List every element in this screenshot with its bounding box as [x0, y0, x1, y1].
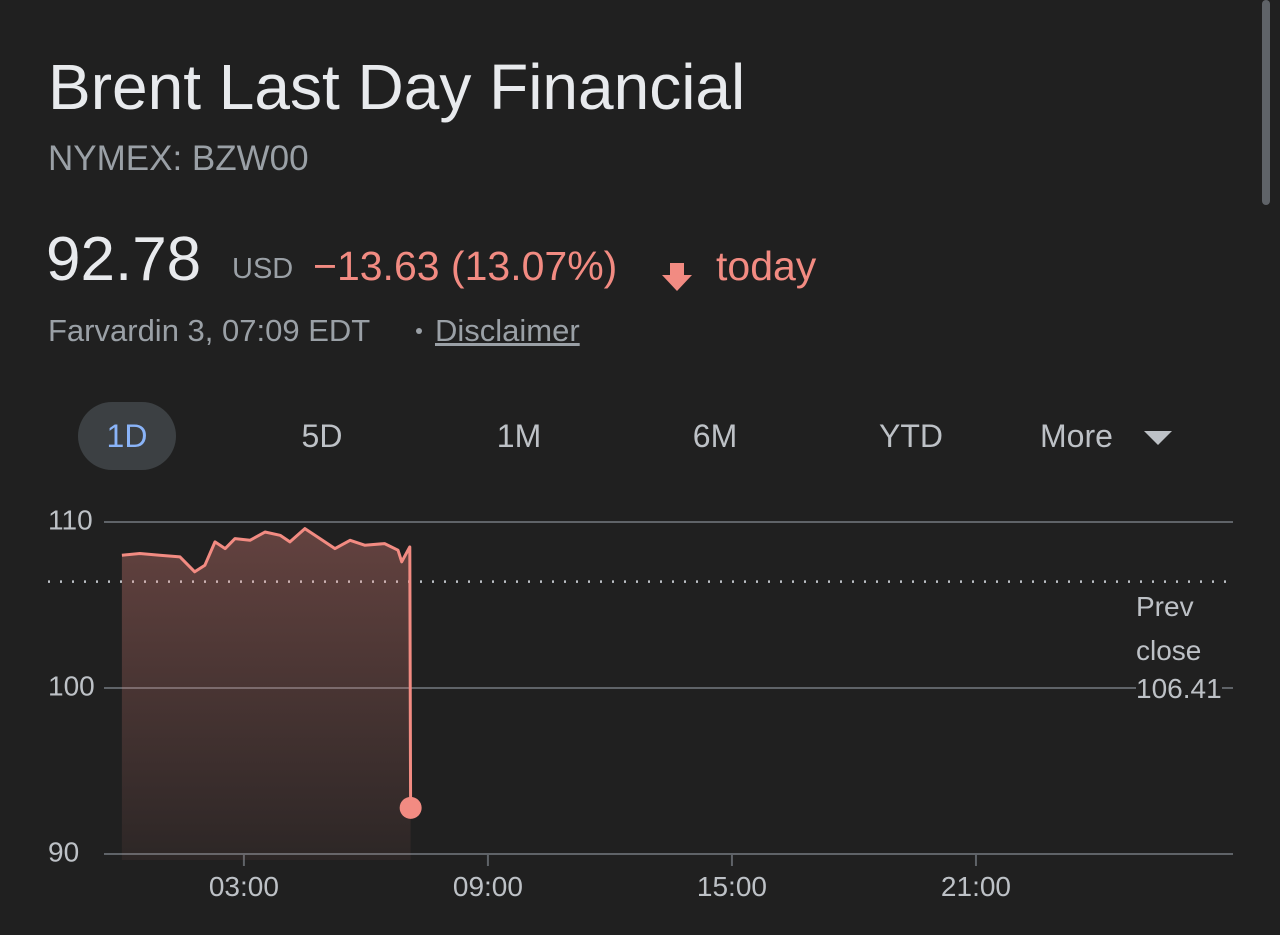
- x-tick-label: 09:00: [453, 871, 523, 902]
- prev-close-value: 106.41: [1136, 673, 1222, 705]
- x-tick-label: 21:00: [941, 871, 1011, 902]
- more-caret[interactable]: [1144, 431, 1172, 445]
- range-tab[interactable]: More: [1040, 418, 1113, 454]
- prev-close-label: Prev close: [1136, 591, 1202, 666]
- disclaimer-link[interactable]: Disclaimer: [435, 313, 580, 348]
- last-point: [399, 796, 422, 819]
- range-tab[interactable]: 1M: [496, 418, 542, 454]
- currency: USD: [232, 253, 294, 285]
- range-tab[interactable]: 5D: [301, 418, 343, 454]
- price-line: [121, 527, 413, 808]
- down-arrow: [662, 263, 692, 291]
- y-tick-label: 90: [48, 836, 79, 867]
- title: Brent Last Day Financial: [48, 51, 746, 123]
- ticker: NYMEX: BZW00: [48, 139, 309, 178]
- range-tab[interactable]: 6M: [692, 418, 738, 454]
- y-tick-label: 100: [48, 670, 95, 701]
- x-tick-label: 15:00: [697, 871, 767, 902]
- x-tick-label: 03:00: [209, 871, 279, 902]
- separator-dot: [416, 328, 422, 334]
- change: −13.63 (13.07%): [313, 243, 618, 289]
- price: 92.78: [46, 225, 202, 294]
- change-suffix: today: [716, 243, 817, 289]
- range-tab[interactable]: YTD: [879, 418, 943, 454]
- y-tick-label: 110: [48, 504, 93, 535]
- scrollbar[interactable]: [1262, 0, 1270, 205]
- range-tab[interactable]: 1D: [78, 402, 176, 470]
- area: [121, 528, 411, 860]
- timestamp: Farvardin 3, 07:09 EDT: [48, 313, 371, 348]
